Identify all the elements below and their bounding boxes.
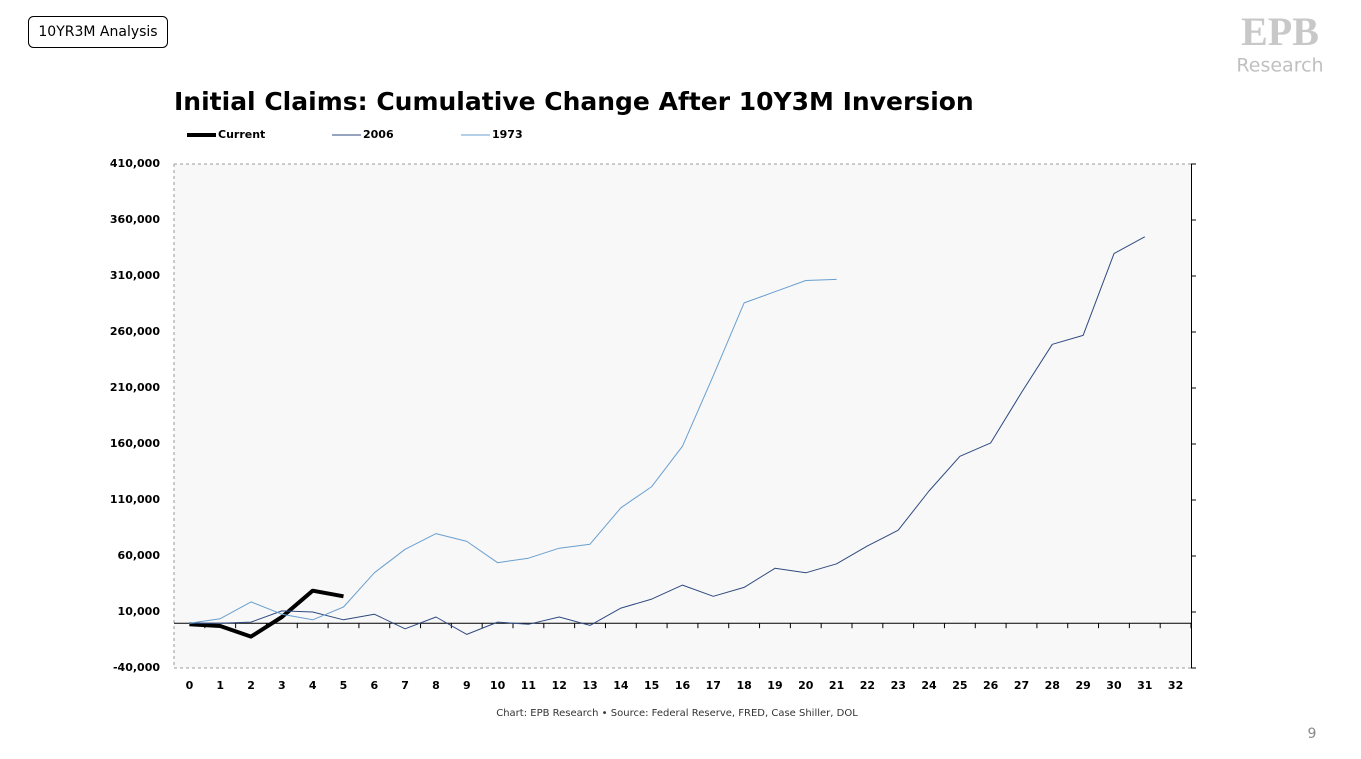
y-tick-label: 210,000: [110, 381, 160, 394]
legend-label: Current: [218, 128, 265, 141]
x-tick-label: 32: [1168, 679, 1183, 692]
x-tick-label: 6: [370, 679, 378, 692]
x-tick-label: 25: [952, 679, 967, 692]
x-tick-label: 24: [921, 679, 937, 692]
x-tick-label: 29: [1075, 679, 1090, 692]
y-tick-label: 260,000: [110, 325, 160, 338]
x-tick-label: 31: [1137, 679, 1152, 692]
series-line: [189, 588, 344, 639]
page-number: 9: [1308, 726, 1317, 742]
tag: 10YR3M Analysis: [38, 24, 157, 40]
x-tick-label: 10: [490, 679, 506, 692]
logo-mark: EPB: [1241, 9, 1319, 54]
legend-label: 2006: [363, 128, 394, 141]
y-tick-label: 360,000: [110, 213, 160, 226]
plot-area: [174, 164, 1191, 668]
x-tick-label: 14: [613, 679, 629, 692]
x-tick-label: 30: [1106, 679, 1122, 692]
series-line: [189, 278, 837, 624]
x-tick-label: 21: [829, 679, 844, 692]
x-tick-label: 3: [278, 679, 286, 692]
y-tick-label: 310,000: [110, 269, 160, 282]
x-tick-label: 4: [309, 679, 317, 692]
x-tick-label: 7: [401, 679, 409, 692]
x-tick-label: 16: [675, 679, 691, 692]
x-tick-label: 9: [463, 679, 471, 692]
x-tick-label: 22: [860, 679, 875, 692]
series-line: [189, 236, 1146, 635]
x-tick-label: 8: [432, 679, 440, 692]
x-tick-label: 23: [891, 679, 906, 692]
logo-word: Research: [1236, 55, 1323, 77]
x-tick-label: 27: [1014, 679, 1029, 692]
x-tick-label: 1: [216, 679, 224, 692]
x-tick-label: 17: [706, 679, 721, 692]
tag-box: [28, 16, 168, 48]
y-tick-label: 160,000: [110, 437, 160, 450]
x-tick-label: 20: [798, 679, 814, 692]
x-tick-label: 2: [247, 679, 255, 692]
x-tick-label: 13: [582, 679, 597, 692]
y-tick-label: 10,000: [118, 605, 161, 618]
legend-label: 1973: [492, 128, 523, 141]
y-tick-label: -40,000: [113, 661, 160, 674]
x-tick-label: 12: [552, 679, 567, 692]
y-tick-label: 110,000: [110, 493, 160, 506]
y-tick-label: 60,000: [118, 549, 161, 562]
x-tick-label: 26: [983, 679, 999, 692]
source: Chart: EPB Research • Source: Federal Re…: [496, 708, 858, 719]
x-tick-label: 11: [521, 679, 536, 692]
chart-title: Initial Claims: Cumulative Change After …: [174, 87, 974, 116]
y-tick-label: 410,000: [110, 157, 160, 170]
x-tick-label: 28: [1045, 679, 1060, 692]
x-tick-label: 15: [644, 679, 659, 692]
x-tick-label: 0: [186, 679, 194, 692]
x-tick-label: 19: [767, 679, 782, 692]
x-tick-label: 5: [340, 679, 348, 692]
x-tick-label: 18: [736, 679, 751, 692]
